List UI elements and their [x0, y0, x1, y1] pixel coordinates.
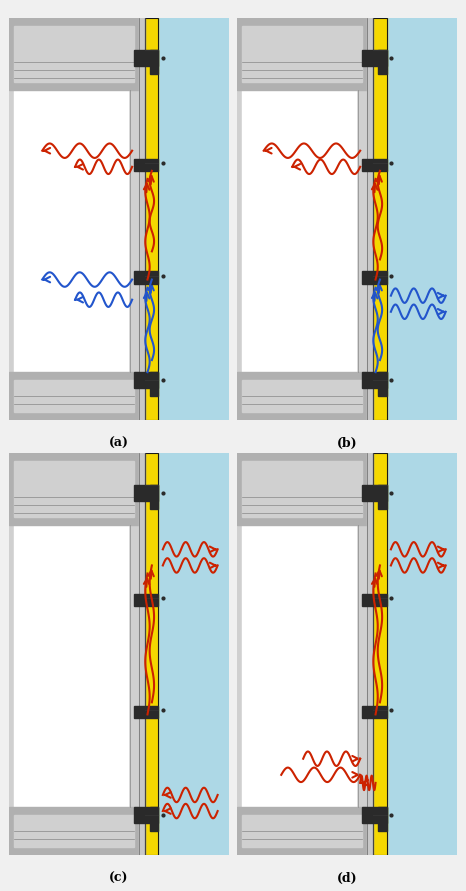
Text: (c): (c) [109, 871, 129, 885]
Bar [373, 453, 386, 855]
Bar [145, 18, 158, 421]
Bar [9, 18, 145, 90]
Bar [363, 50, 386, 66]
Bar [378, 372, 386, 396]
Bar [237, 453, 373, 525]
Bar [237, 372, 373, 421]
Bar [134, 159, 158, 171]
Bar [9, 453, 145, 525]
Bar [145, 18, 158, 421]
Bar [9, 18, 145, 421]
Bar [139, 18, 145, 421]
Bar [242, 26, 363, 82]
Bar [378, 50, 386, 74]
Bar [150, 807, 158, 831]
Bar [237, 18, 373, 90]
Bar [150, 50, 158, 74]
Bar [150, 485, 158, 509]
Bar [14, 517, 128, 807]
Bar [134, 485, 158, 501]
Bar [363, 372, 386, 388]
Bar [134, 50, 158, 66]
Bar [134, 707, 158, 718]
Bar [134, 272, 158, 283]
Bar [9, 807, 145, 855]
Bar [242, 380, 363, 413]
Bar [14, 815, 134, 847]
Bar [367, 453, 373, 855]
Bar [242, 517, 356, 807]
Bar [363, 707, 386, 718]
Bar [237, 453, 373, 855]
Bar [378, 485, 386, 509]
Bar [14, 380, 134, 413]
Bar [145, 453, 158, 855]
Text: (d): (d) [337, 871, 357, 885]
Bar [14, 82, 128, 372]
Bar [139, 453, 145, 855]
Bar [363, 272, 386, 283]
Bar [373, 453, 386, 855]
Bar [363, 593, 386, 606]
Bar [150, 372, 158, 396]
Bar [237, 18, 373, 421]
Bar [367, 18, 373, 421]
Bar [9, 453, 145, 855]
Bar [134, 807, 158, 823]
Bar [363, 485, 386, 501]
Text: (a): (a) [109, 437, 129, 450]
Bar [373, 18, 386, 421]
Bar [237, 807, 373, 855]
Bar [242, 461, 363, 517]
Bar [363, 159, 386, 171]
Bar [134, 593, 158, 606]
Bar [378, 807, 386, 831]
Bar [242, 82, 356, 372]
Bar [373, 18, 386, 421]
Bar [14, 26, 134, 82]
Bar [363, 807, 386, 823]
Bar [242, 815, 363, 847]
Bar [145, 453, 158, 855]
Bar [134, 372, 158, 388]
Bar [14, 461, 134, 517]
Text: (b): (b) [337, 437, 357, 450]
Bar [9, 372, 145, 421]
